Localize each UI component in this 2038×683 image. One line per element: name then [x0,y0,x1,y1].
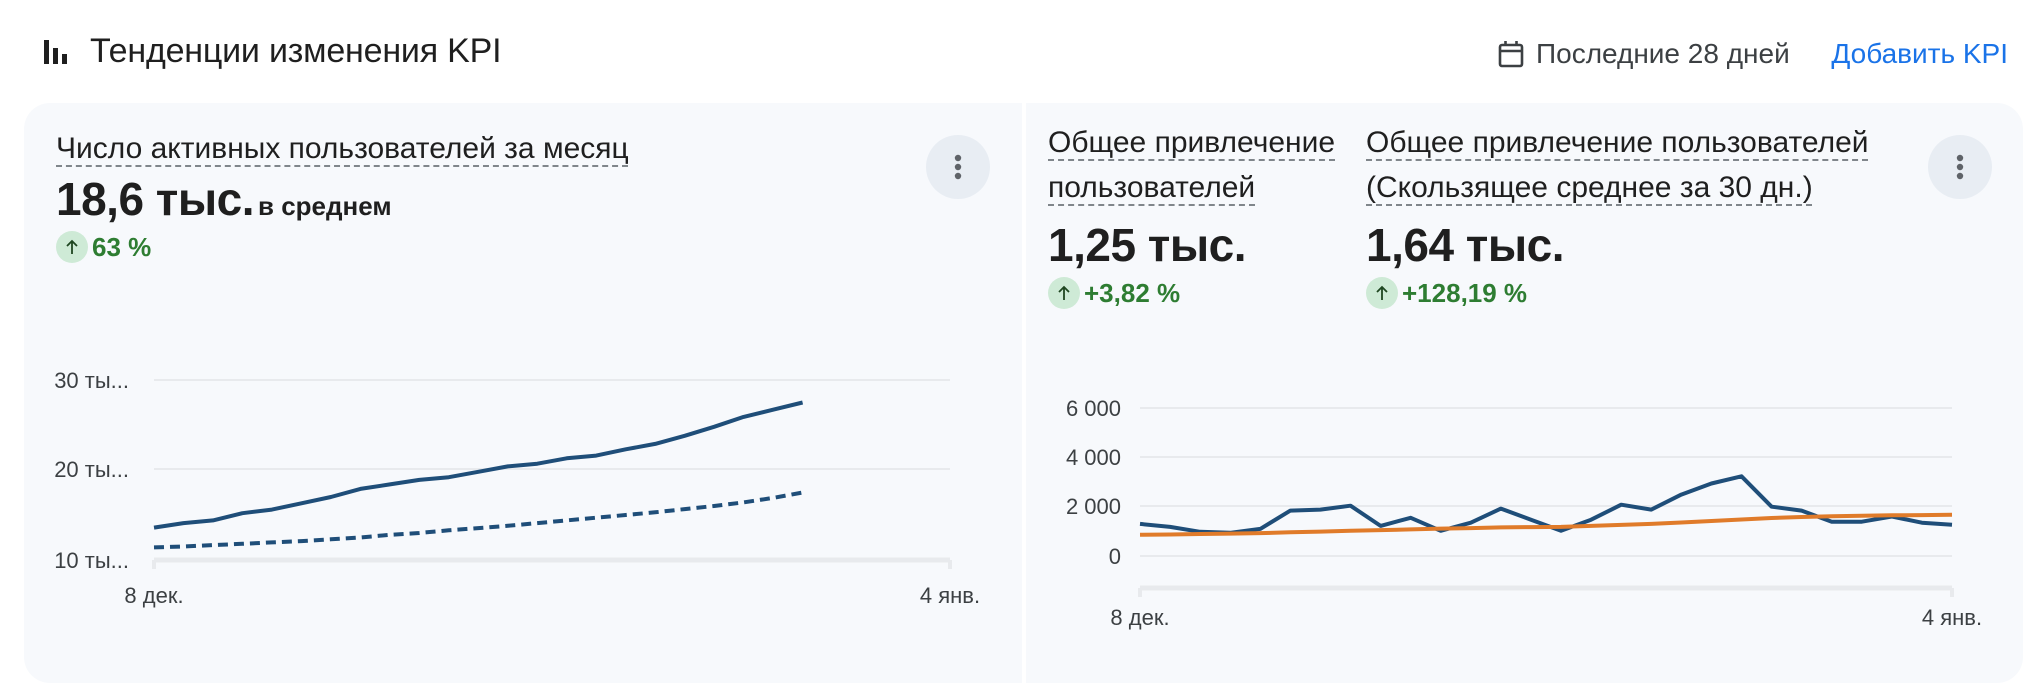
calendar-icon [1498,41,1524,68]
metric-monthly-active-users: Число активных пользователей за месяц 18… [56,129,776,263]
y-axis-label: 0 [1109,544,1121,569]
date-range-label: Последние 28 дней [1536,38,1790,69]
add-kpi-link[interactable]: Добавить KPI [1831,38,2008,69]
series-line-1 [1139,512,1953,537]
bar-chart-icon [44,40,67,64]
metric-title[interactable]: Общее привлечение пользователей [1366,126,1869,159]
change-value: +128,19 % [1402,277,1528,308]
more-options-button[interactable] [926,135,990,199]
series-line-1 [153,490,803,550]
y-axis-label: 4 000 [1066,445,1121,470]
y-axis-label: 6 000 [1066,396,1121,421]
metric-title[interactable]: Число активных пользователей за месяц [56,132,629,165]
metric-value: 18,6 тыс. [56,173,255,225]
kpi-card-total-acquisition: Общее привлечение пользователей 1,25 тыс… [1026,103,2023,683]
metric-title-line2[interactable]: пользователей [1048,171,1256,204]
more-options-button[interactable] [1928,135,1992,199]
series-line-0 [1139,474,1953,535]
y-axis-label: 10 ты... [54,548,129,573]
change-indicator: +3,82 % [1048,277,1335,309]
date-range-selector[interactable]: Последние 28 дней [1498,38,1790,70]
arrow-up-icon [56,231,88,263]
metric-total-acquisition-30d-avg: Общее привлечение пользователей (Скользя… [1366,123,1869,309]
y-axis-label: 2 000 [1066,494,1121,519]
more-vert-icon [954,154,962,180]
y-axis-label: 30 ты... [54,368,129,393]
x-axis-label-start: 8 дек. [1110,605,1169,630]
metric-value: 1,64 тыс. [1366,219,1564,271]
arrow-up-icon [1048,277,1080,309]
x-axis-label-end: 4 янв. [920,583,980,608]
line-chart-total-acquisition: 0 2 000 4 000 6 000 8 дек. 4 янв. [1066,396,1982,630]
metric-suffix: в среднем [258,191,392,221]
change-value: +3,82 % [1084,277,1181,308]
line-chart-monthly-active-users: 10 ты... 20 ты... 30 ты... 8 дек. 4 янв. [54,368,980,608]
y-axis-label: 20 ты... [54,457,129,482]
metric-total-acquisition: Общее привлечение пользователей 1,25 тыс… [1048,123,1335,309]
change-indicator: +128,19 % [1366,277,1869,309]
kpi-card-monthly-active-users: Число активных пользователей за месяц 18… [24,103,1022,683]
x-axis-label-end: 4 янв. [1922,605,1982,630]
series-line-0 [153,400,804,530]
page-title: Тенденции изменения KPI [90,32,502,70]
change-indicator: 63 % [56,231,776,263]
metric-title-line2[interactable]: (Скользящее среднее за 30 дн.) [1366,171,1813,204]
arrow-up-icon [1366,277,1398,309]
metric-value: 1,25 тыс. [1048,219,1247,271]
change-value: 63 % [92,231,152,262]
x-axis-label-start: 8 дек. [124,583,183,608]
more-vert-icon [1956,154,1964,180]
metric-title[interactable]: Общее привлечение [1048,126,1336,159]
